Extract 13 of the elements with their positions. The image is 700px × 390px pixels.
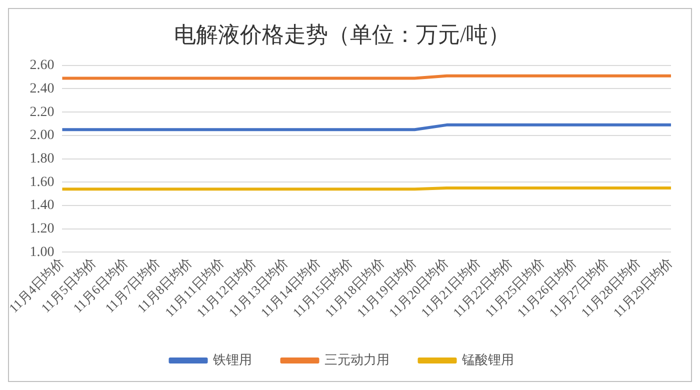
y-tick-label: 2.00 — [30, 128, 54, 144]
legend-label: 三元动力用 — [324, 352, 390, 367]
y-tick-label: 2.40 — [30, 81, 54, 96]
y-tick-label: 1.20 — [30, 221, 54, 236]
chart-title: 电解液价格走势（单位：万元/吨） — [174, 22, 510, 47]
y-tick-label: 1.00 — [30, 244, 54, 260]
y-tick-label: 2.20 — [30, 104, 54, 120]
y-tick-label: 1.40 — [30, 198, 54, 214]
legend-label: 铁锂用 — [212, 352, 252, 367]
y-tick-label: 1.60 — [30, 174, 54, 190]
legend-label: 锰酸锂用 — [460, 352, 514, 367]
y-tick-label: 2.60 — [30, 58, 54, 74]
y-tick-label: 1.80 — [30, 151, 54, 166]
